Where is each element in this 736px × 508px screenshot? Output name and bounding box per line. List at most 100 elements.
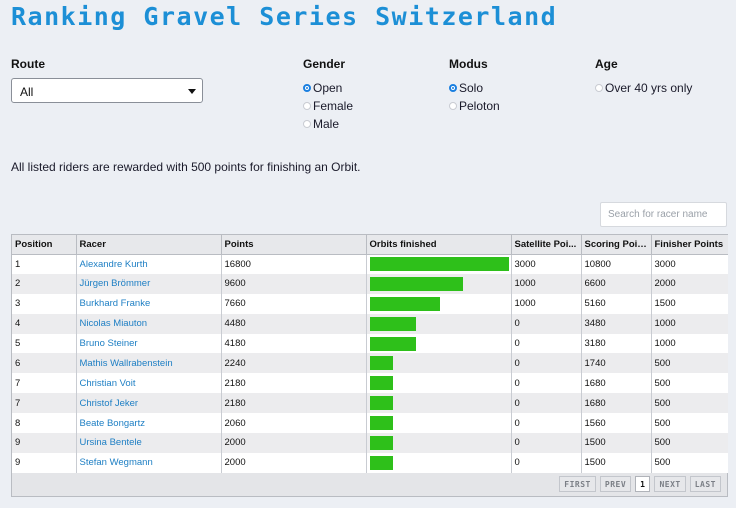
orbits-cell <box>366 393 512 414</box>
satellite-points-cell: 3000 <box>511 254 582 274</box>
next-page-button[interactable]: NEXT <box>654 476 686 492</box>
orbits-cell <box>366 373 512 394</box>
points-note: All listed riders are rewarded with 500 … <box>11 160 361 174</box>
column-header-points[interactable]: Points <box>221 235 367 255</box>
column-header-racer[interactable]: Racer <box>76 235 222 255</box>
radio-unchecked-icon <box>595 84 603 92</box>
scoring-points-cell: 5160 <box>581 293 652 314</box>
column-header-satellite[interactable]: Satellite Poi... <box>511 235 582 255</box>
first-page-button[interactable]: FIRST <box>559 476 596 492</box>
racer-link[interactable]: Nicolas Miauton <box>76 313 222 334</box>
page-title: Ranking Gravel Series Switzerland <box>11 2 558 31</box>
position-cell: 5 <box>12 333 77 354</box>
racer-link[interactable]: Alexandre Kurth <box>76 254 222 274</box>
orbits-cell <box>366 313 512 334</box>
finisher-points-cell: 500 <box>651 452 728 473</box>
satellite-points-cell: 0 <box>511 413 582 434</box>
racer-link[interactable]: Christian Voit <box>76 373 222 394</box>
orbits-bar <box>369 435 393 450</box>
position-cell: 7 <box>12 393 77 414</box>
gender-option-label: Female <box>313 99 354 113</box>
position-cell: 8 <box>12 413 77 434</box>
table-row: 1 Alexandre Kurth 16800 3000 10800 3000 <box>12 254 728 274</box>
points-cell: 4180 <box>221 333 367 354</box>
position-cell: 2 <box>12 273 77 294</box>
racer-link[interactable]: Ursina Bentele <box>76 433 222 453</box>
racer-link[interactable]: Jürgen Brömmer <box>76 273 222 294</box>
satellite-points-cell: 0 <box>511 333 582 354</box>
orbits-bar <box>369 455 393 470</box>
gender-option-label: Open <box>313 81 343 95</box>
points-cell: 2180 <box>221 373 367 394</box>
scoring-points-cell: 1500 <box>581 452 652 473</box>
last-page-button[interactable]: LAST <box>689 476 721 492</box>
modus-label: Modus <box>449 57 488 71</box>
orbits-bar <box>369 416 393 431</box>
modus-option-label: Peloton <box>459 99 500 113</box>
finisher-points-cell: 1000 <box>651 333 728 354</box>
finisher-points-cell: 500 <box>651 373 728 394</box>
column-header-finisher[interactable]: Finisher Points <box>651 235 728 255</box>
radio-checked-icon <box>303 84 311 92</box>
table-row: 6 Mathis Wallrabenstein 2240 0 1740 500 <box>12 353 728 374</box>
position-cell: 9 <box>12 452 77 473</box>
racer-link[interactable]: Bruno Steiner <box>76 333 222 354</box>
orbits-bar <box>369 296 440 311</box>
scoring-points-cell: 3480 <box>581 313 652 334</box>
position-cell: 7 <box>12 373 77 394</box>
table-header-row: Position Racer Points Orbits finished Sa… <box>12 235 728 255</box>
scoring-points-cell: 1740 <box>581 353 652 374</box>
table-row: 7 Christof Jeker 2180 0 1680 500 <box>12 393 728 414</box>
satellite-points-cell: 1000 <box>511 273 582 294</box>
points-cell: 2240 <box>221 353 367 374</box>
position-cell: 4 <box>12 313 77 334</box>
position-cell: 3 <box>12 293 77 314</box>
pagination: FIRST PREV 1 NEXT LAST <box>559 476 721 492</box>
points-cell: 4480 <box>221 313 367 334</box>
column-header-position[interactable]: Position <box>12 235 77 255</box>
column-header-orbits[interactable]: Orbits finished <box>366 235 512 255</box>
orbits-cell <box>366 273 512 294</box>
position-cell: 6 <box>12 353 77 374</box>
orbits-bar <box>369 376 393 391</box>
search-input[interactable] <box>600 202 727 227</box>
satellite-points-cell: 0 <box>511 353 582 374</box>
current-page-button[interactable]: 1 <box>635 476 651 492</box>
racer-link[interactable]: Stefan Wegmann <box>76 452 222 473</box>
route-selected-value: All <box>20 85 34 99</box>
column-header-scoring[interactable]: Scoring Points <box>581 235 652 255</box>
points-cell: 2000 <box>221 433 367 453</box>
orbits-cell <box>366 413 512 434</box>
orbits-cell <box>366 452 512 473</box>
racer-link[interactable]: Burkhard Franke <box>76 293 222 314</box>
orbits-bar <box>369 396 393 411</box>
satellite-points-cell: 0 <box>511 373 582 394</box>
finisher-points-cell: 3000 <box>651 254 728 274</box>
scoring-points-cell: 1680 <box>581 373 652 394</box>
scoring-points-cell: 1680 <box>581 393 652 414</box>
racer-link[interactable]: Beate Bongartz <box>76 413 222 434</box>
orbits-cell <box>366 254 512 274</box>
racer-link[interactable]: Christof Jeker <box>76 393 222 414</box>
position-cell: 1 <box>12 254 77 274</box>
scoring-points-cell: 1560 <box>581 413 652 434</box>
finisher-points-cell: 1500 <box>651 293 728 314</box>
table-row: 2 Jürgen Brömmer 9600 1000 6600 2000 <box>12 273 728 294</box>
table-row: 7 Christian Voit 2180 0 1680 500 <box>12 373 728 394</box>
table-row: 3 Burkhard Franke 7660 1000 5160 1500 <box>12 293 728 314</box>
prev-page-button[interactable]: PREV <box>599 476 632 492</box>
scoring-points-cell: 1500 <box>581 433 652 453</box>
table-row: 9 Ursina Bentele 2000 0 1500 500 <box>12 433 728 453</box>
scoring-points-cell: 10800 <box>581 254 652 274</box>
points-cell: 7660 <box>221 293 367 314</box>
table-row: 5 Bruno Steiner 4180 0 3180 1000 <box>12 333 728 354</box>
scoring-points-cell: 3180 <box>581 333 652 354</box>
orbits-cell <box>366 333 512 354</box>
radio-unchecked-icon <box>303 102 311 110</box>
points-cell: 2180 <box>221 393 367 414</box>
finisher-points-cell: 1000 <box>651 313 728 334</box>
gender-option-label: Male <box>313 117 340 131</box>
racer-link[interactable]: Mathis Wallrabenstein <box>76 353 222 374</box>
finisher-points-cell: 500 <box>651 433 728 453</box>
route-select[interactable]: All <box>11 78 203 103</box>
